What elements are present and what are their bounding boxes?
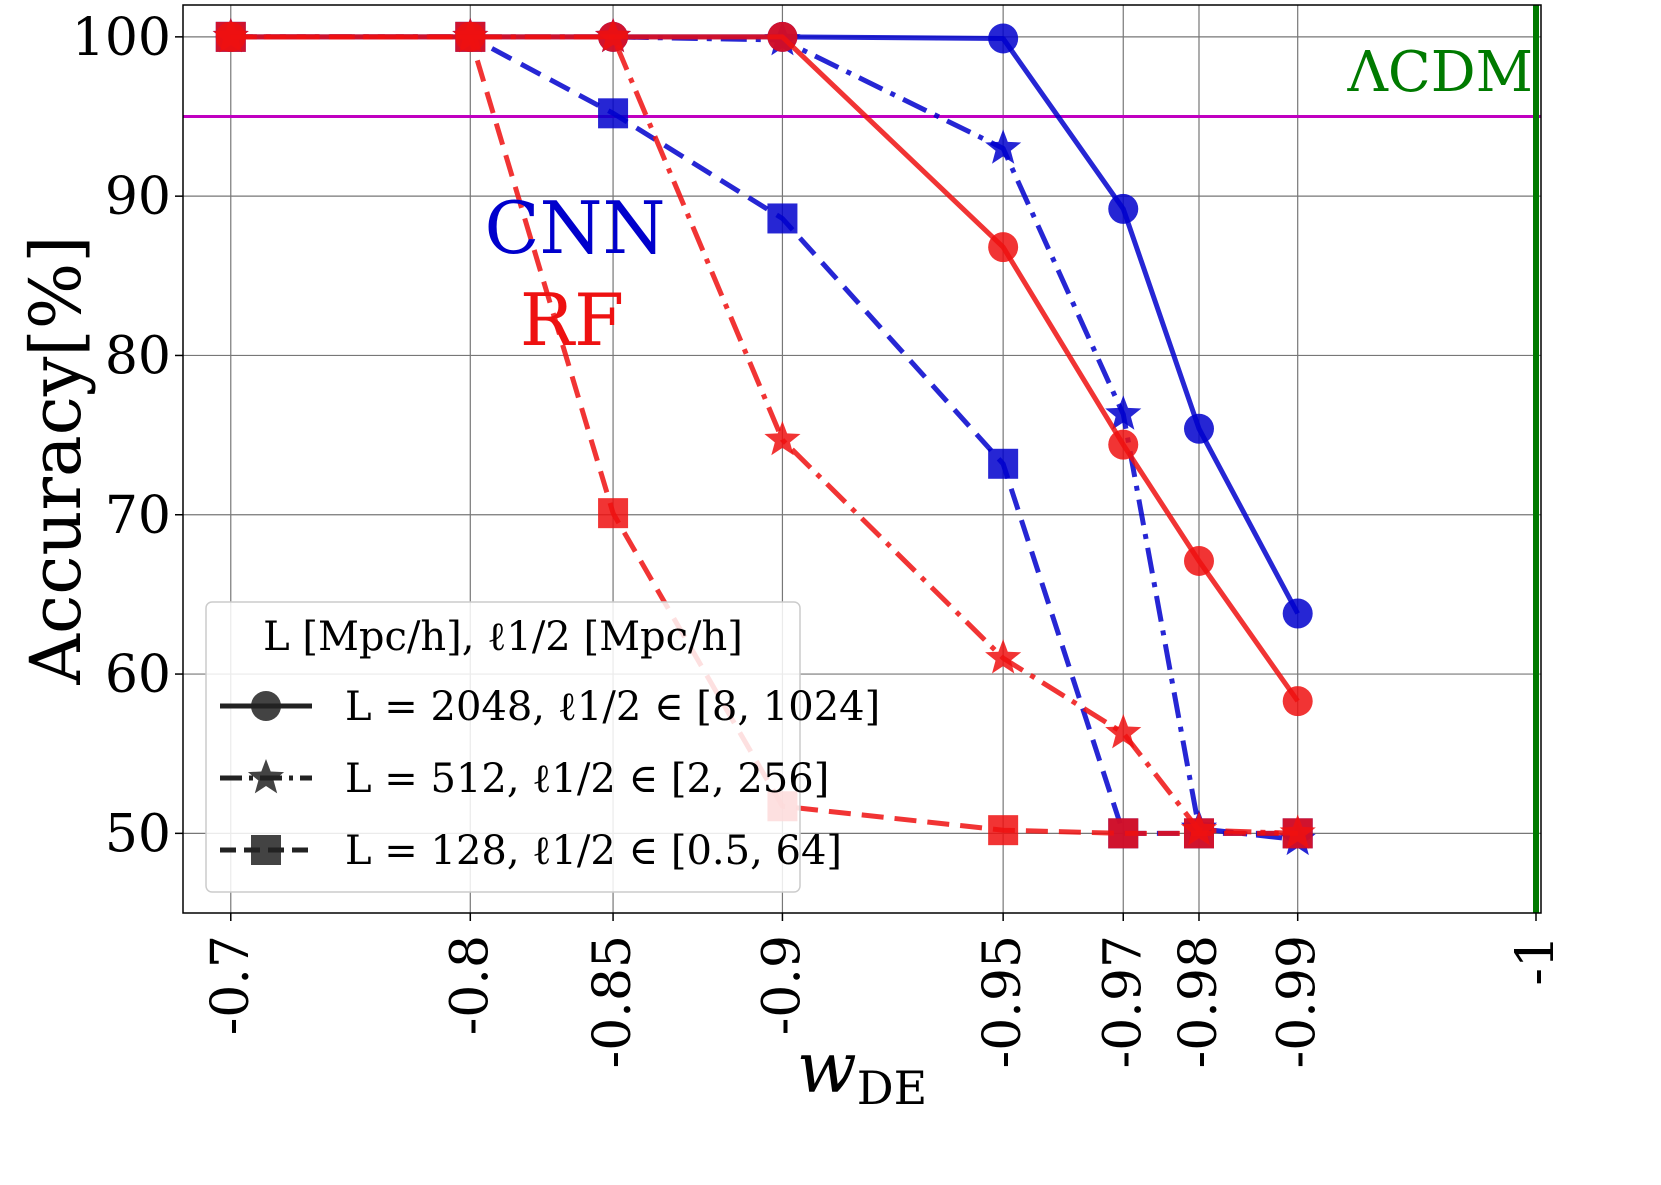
y-tick-label: 100 (72, 8, 171, 68)
legend-marker (251, 835, 281, 865)
x-tick-label: -0.9 (752, 935, 812, 1035)
data-point (455, 21, 486, 52)
legend-title: L [Mpc/h], ℓ1/2 [Mpc/h] (263, 614, 743, 660)
data-point (767, 203, 798, 234)
x-tick-label: -0.85 (583, 935, 643, 1068)
data-point (1282, 818, 1313, 849)
legend-label: L = 2048, ℓ1/2 ∈ [8, 1024] (345, 684, 880, 730)
x-tick-label: -0.99 (1268, 935, 1328, 1068)
data-point (1108, 818, 1139, 849)
data-point (1282, 686, 1313, 717)
legend-entries: L = 2048, ℓ1/2 ∈ [8, 1024] L = 512, ℓ1/2 … (220, 684, 880, 874)
legend: L [Mpc/h], ℓ1/2 [Mpc/h] L = 2048, ℓ1/2 ∈… (205, 601, 880, 893)
x-tick-label: -0.8 (440, 935, 500, 1035)
data-point (985, 639, 1022, 674)
series-line (230, 34, 1298, 836)
data-point (764, 420, 801, 456)
legend-label: L = 128, ℓ1/2 ∈ [0.5, 64] (345, 828, 842, 874)
y-tick-label: 80 (105, 326, 171, 386)
data-point (1282, 598, 1313, 629)
y-tick-label: 50 (105, 804, 171, 864)
legend-entry: L = 2048, ℓ1/2 ∈ [8, 1024] (220, 684, 880, 730)
x-tick-label: -0.97 (1093, 935, 1153, 1068)
y-axis-title: Accuracy[%] (15, 235, 97, 685)
data-point (598, 98, 629, 129)
legend-entry: L = 512, ℓ1/2 ∈ [2, 256] (220, 756, 829, 802)
cnn-annotation: CNN (484, 186, 665, 270)
rf-annotation: RF (520, 278, 624, 362)
data-point (1108, 193, 1139, 224)
x-axis-title-main: w (797, 1027, 857, 1109)
x-tick-label: -0.95 (973, 935, 1033, 1068)
x-axis-title-sub: DE (857, 1061, 927, 1115)
series-group (212, 17, 1316, 856)
data-point (988, 815, 1019, 846)
series-line (230, 34, 1300, 615)
data-point (988, 23, 1019, 54)
x-tick-label: -1 (1506, 935, 1566, 986)
data-point (595, 17, 632, 53)
data-point (1183, 818, 1214, 849)
data-point (1105, 714, 1142, 749)
data-point (1108, 429, 1139, 460)
data-point (988, 448, 1019, 479)
legend-label: L = 512, ℓ1/2 ∈ [2, 256] (345, 756, 829, 802)
legend-box (205, 601, 801, 893)
series-line (230, 34, 1298, 836)
legend-marker (247, 759, 285, 794)
data-point (988, 232, 1019, 263)
data-point (1183, 413, 1214, 444)
plot-frame (182, 4, 1542, 914)
data-point (1105, 395, 1142, 430)
x-tick-label: -0.98 (1169, 935, 1229, 1068)
data-point (985, 129, 1022, 164)
data-point (598, 498, 629, 529)
data-point (215, 21, 246, 52)
x-tick-labels: -0.7 -0.8 -0.85 -0.9 -0.95 -0.97 -0.98 -0.99 -1 (201, 913, 1566, 1068)
y-tick-labels: 50 60 70 80 90 100 (72, 8, 183, 864)
reference-lines (183, 5, 1541, 913)
y-tick-label: 70 (105, 486, 171, 546)
legend-entry: L = 128, ℓ1/2 ∈ [0.5, 64] (220, 828, 842, 874)
y-tick-label: 90 (105, 167, 171, 227)
data-point (767, 21, 798, 52)
legend-marker (251, 691, 281, 721)
lcdm-annotation: ΛCDM (1346, 40, 1533, 105)
data-point (1183, 545, 1214, 576)
y-tick-label: 60 (105, 645, 171, 705)
x-tick-label: -0.7 (201, 935, 261, 1035)
x-axis-title: wDE (797, 1027, 927, 1115)
